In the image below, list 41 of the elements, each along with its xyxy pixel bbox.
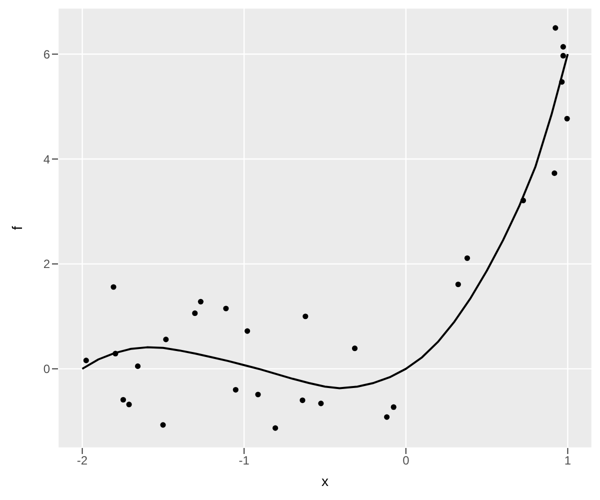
point xyxy=(160,422,166,428)
point xyxy=(192,310,198,316)
point xyxy=(552,170,558,176)
point xyxy=(198,298,204,304)
y-tick-label: 2 xyxy=(43,257,50,272)
x-tick-label: -2 xyxy=(76,454,88,468)
point xyxy=(464,255,470,261)
point xyxy=(110,284,116,290)
point xyxy=(455,282,461,288)
point xyxy=(318,400,324,406)
y-axis-title: f xyxy=(9,226,25,230)
x-axis-title: x xyxy=(322,473,328,489)
point xyxy=(244,328,250,334)
point xyxy=(302,314,308,320)
point xyxy=(384,414,390,420)
x-tick-label: -1 xyxy=(238,454,250,468)
point xyxy=(390,404,396,410)
point xyxy=(134,363,141,369)
y-tick-label: 0 xyxy=(43,362,50,376)
point xyxy=(560,44,566,50)
x-tick-label: 0 xyxy=(402,454,410,468)
point xyxy=(232,386,238,393)
point xyxy=(352,346,358,352)
point xyxy=(552,25,558,31)
point xyxy=(559,79,565,85)
x-tick-label: 1 xyxy=(564,454,572,468)
point xyxy=(120,396,126,403)
point xyxy=(255,392,261,398)
line-series xyxy=(81,53,569,390)
point xyxy=(112,350,118,356)
y-tick-label: 4 xyxy=(43,152,50,166)
point xyxy=(223,306,229,312)
point xyxy=(126,402,132,408)
point xyxy=(272,425,278,431)
point xyxy=(564,116,570,122)
point xyxy=(520,198,526,204)
point xyxy=(83,358,89,364)
point xyxy=(163,336,169,342)
y-tick-label: 6 xyxy=(43,47,50,62)
point xyxy=(300,397,306,404)
point xyxy=(560,52,566,59)
